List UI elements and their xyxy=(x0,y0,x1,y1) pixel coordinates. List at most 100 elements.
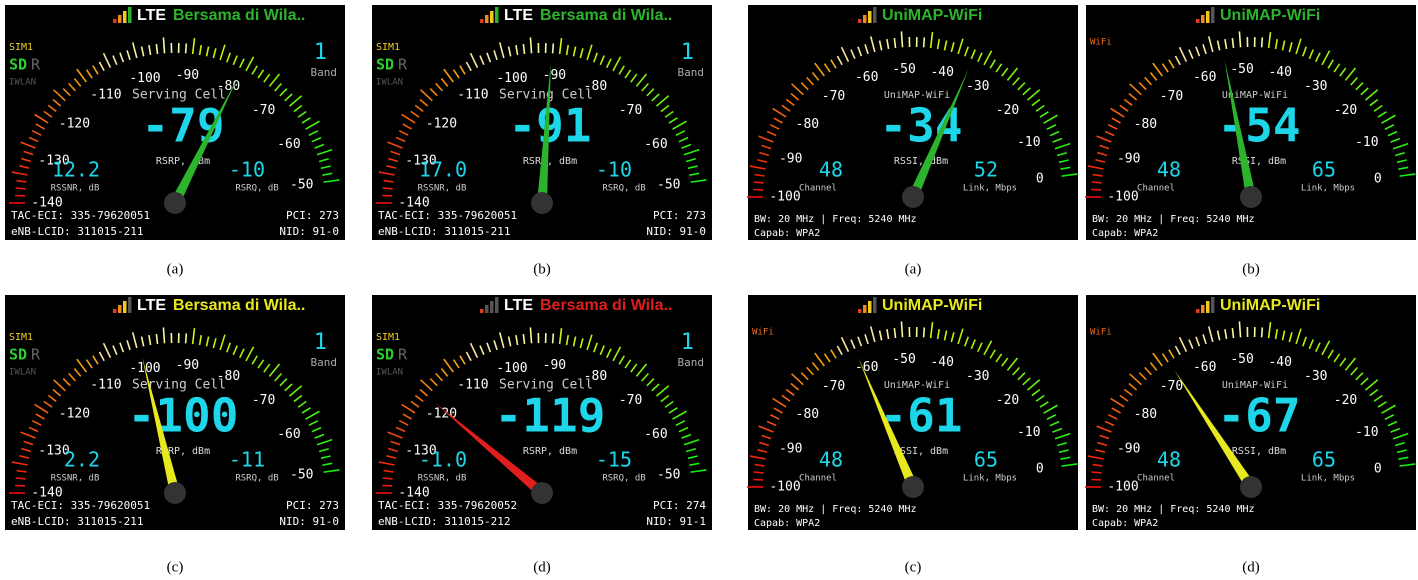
scale-label: -70 xyxy=(822,89,845,104)
scale-label: -90 xyxy=(779,152,802,167)
footer-line: BW: 20 MHz | Freq: 5240 MHz xyxy=(1092,504,1255,515)
network-type: LTE xyxy=(504,7,533,24)
operator-name: Bersama di Wila.. xyxy=(540,297,672,314)
scale-label: -90 xyxy=(543,68,566,83)
operator-name: Bersama di Wila.. xyxy=(540,7,672,24)
left-value: 48 xyxy=(1157,158,1181,182)
scale-label: -80 xyxy=(1134,407,1157,422)
scale-label: -110 xyxy=(90,88,121,103)
right-value: 65 xyxy=(974,448,998,472)
scale-label: -100 xyxy=(496,71,527,86)
signal-bar xyxy=(868,301,872,313)
footer-line: BW: 20 MHz | Freq: 5240 MHz xyxy=(754,214,917,225)
signal-bar xyxy=(490,301,494,313)
footer-line: BW: 20 MHz | Freq: 5240 MHz xyxy=(754,504,917,515)
scale-label: -90 xyxy=(543,358,566,373)
panel-caption: (a) xyxy=(905,261,922,277)
signal-bar xyxy=(490,11,494,23)
signal-bar xyxy=(1196,19,1200,23)
ssid: UniMAP-WiFi xyxy=(882,297,982,314)
needle-pivot xyxy=(531,482,553,504)
band-value: 1 xyxy=(314,330,327,355)
scale-label: -120 xyxy=(59,116,90,131)
signal-bar xyxy=(1211,7,1215,23)
reading: -119 xyxy=(495,389,606,443)
mode-sd: SD xyxy=(376,56,394,74)
scale-label: -70 xyxy=(252,393,275,408)
dial-tick xyxy=(163,37,164,53)
mode-r: R xyxy=(31,56,41,74)
gauge-panel: -100-90-80-70-60-50-40-30-20-100UniMAP-W… xyxy=(1085,5,1416,240)
signal-bar xyxy=(1201,305,1205,313)
mode-r: R xyxy=(31,346,41,364)
sim-label: SIM1 xyxy=(376,332,400,343)
scale-label: -90 xyxy=(1117,152,1140,167)
footer-right: PCI: 274 xyxy=(653,499,706,512)
signal-bar xyxy=(858,309,862,313)
scale-label: -110 xyxy=(457,378,488,393)
iwlan-label: IWLAN xyxy=(376,368,403,378)
band-label: Band xyxy=(311,356,338,369)
panel-caption: (c) xyxy=(167,559,184,575)
network-type: LTE xyxy=(137,7,166,24)
right-label: Link, Mbps xyxy=(1301,474,1355,484)
left-label: Channel xyxy=(799,184,837,194)
scale-label: -60 xyxy=(1193,70,1216,85)
scale-label: -10 xyxy=(1355,135,1378,150)
screenshot-figure: (a)-140-130-120-110-100-90-80-70-60-50LT… xyxy=(0,0,1418,580)
scale-label: -40 xyxy=(1268,65,1291,80)
needle-pivot xyxy=(1240,186,1262,208)
panel-caption: (b) xyxy=(1242,261,1260,277)
dial-tick xyxy=(186,333,187,343)
scale-label: -100 xyxy=(1107,480,1138,495)
mode-r: R xyxy=(398,346,408,364)
scale-label: 0 xyxy=(1374,462,1382,477)
scale-label: -30 xyxy=(1304,369,1327,384)
right-label: Link, Mbps xyxy=(1301,184,1355,194)
scale-label: -60 xyxy=(855,360,878,375)
signal-bar xyxy=(868,11,872,23)
signal-bar xyxy=(113,19,117,23)
dial-tick xyxy=(163,327,164,343)
scale-label: -90 xyxy=(1117,442,1140,457)
signal-bar xyxy=(128,7,132,23)
scale-label: -110 xyxy=(457,88,488,103)
dial-tick xyxy=(1092,472,1102,473)
right-value: 65 xyxy=(1312,158,1336,182)
scale-label: 0 xyxy=(1036,462,1044,477)
footer-line: Capab: WPA2 xyxy=(1092,518,1158,529)
scale-label: -60 xyxy=(855,70,878,85)
scale-label: -70 xyxy=(1160,89,1183,104)
scale-label: -80 xyxy=(796,407,819,422)
scale-label: -100 xyxy=(496,361,527,376)
signal-bar xyxy=(1206,301,1210,313)
left-value: 48 xyxy=(819,158,843,182)
scale-label: -70 xyxy=(252,103,275,118)
reading: -91 xyxy=(508,99,591,153)
page: {"lte_scale": ["-140", "-130", "-120", "… xyxy=(0,0,1418,580)
footer-line: Capab: WPA2 xyxy=(1092,228,1158,239)
dial-tick xyxy=(1239,321,1240,337)
dial-tick xyxy=(553,43,554,53)
dial-tick xyxy=(383,188,393,189)
footer-left: eNB-LCID: 311015-211 xyxy=(378,225,510,238)
ssid: UniMAP-WiFi xyxy=(882,7,982,24)
reading: -67 xyxy=(1217,389,1300,443)
scale-label: -70 xyxy=(619,103,642,118)
right-value: 65 xyxy=(1312,448,1336,472)
signal-bar xyxy=(128,297,132,313)
scale-label: -50 xyxy=(290,468,313,483)
footer-right: NID: 91-0 xyxy=(646,225,706,238)
dial-tick xyxy=(1262,327,1263,337)
needle-pivot xyxy=(1240,476,1262,498)
signal-bar xyxy=(495,7,499,23)
left-label: Channel xyxy=(1137,184,1175,194)
left-value: 17.0 xyxy=(419,158,467,182)
left-label: RSSNR, dB xyxy=(51,474,100,484)
iwlan-label: IWLAN xyxy=(9,368,36,378)
signal-bar xyxy=(1201,15,1205,23)
scale-label: -60 xyxy=(644,427,667,442)
right-label: RSRQ, dB xyxy=(602,184,645,194)
scale-label: -40 xyxy=(930,355,953,370)
dial-tick xyxy=(1092,182,1102,183)
